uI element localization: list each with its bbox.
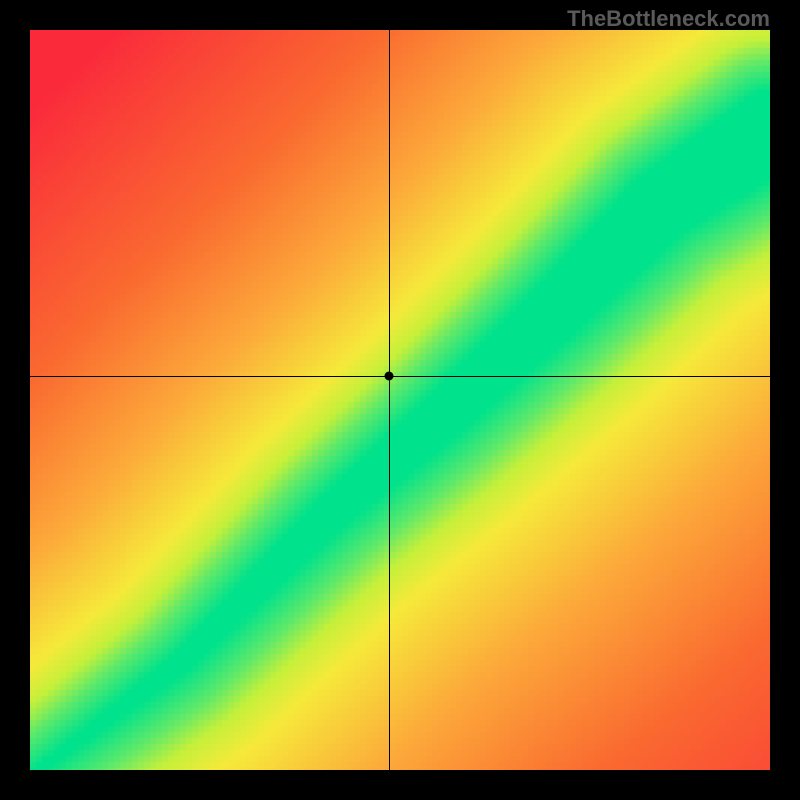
crosshair-vertical — [389, 30, 390, 770]
crosshair-horizontal — [30, 376, 770, 377]
crosshair-marker — [384, 371, 393, 380]
watermark-text: TheBottleneck.com — [567, 6, 770, 32]
heatmap-canvas — [30, 30, 770, 770]
chart-area — [30, 30, 770, 770]
